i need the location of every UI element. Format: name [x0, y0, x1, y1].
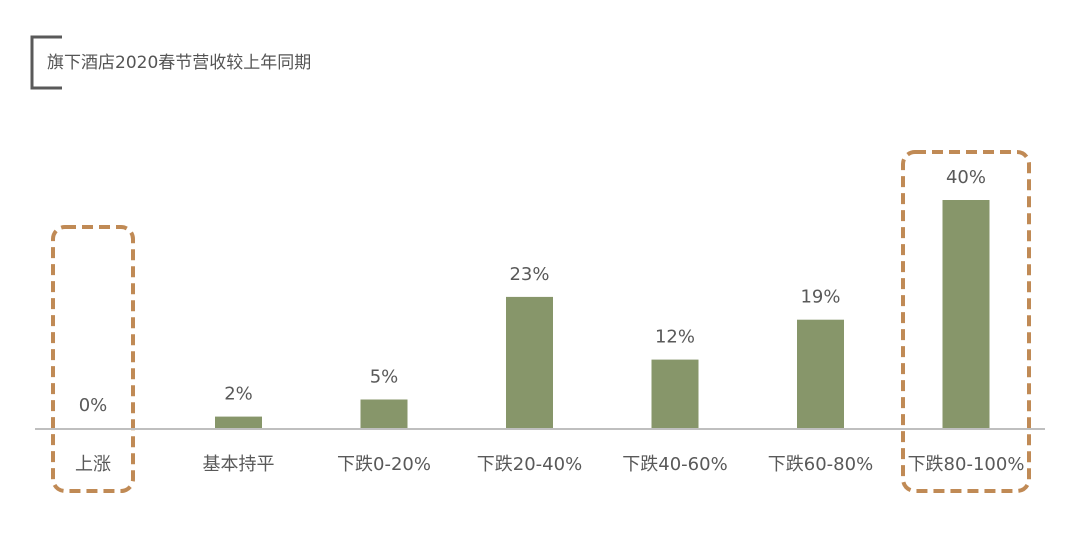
bar-3 — [506, 296, 553, 428]
value-label-1: 2% — [224, 384, 253, 405]
value-label-5: 19% — [800, 287, 840, 308]
category-label-4: 下跌40-60% — [622, 454, 727, 475]
category-labels: 上涨 基本持平 下跌0-20% 下跌20-40% 下跌40-60% 下跌60-80% 下跌8… — [75, 454, 1024, 475]
category-label-0: 上涨 — [75, 454, 111, 475]
value-label-4: 12% — [655, 327, 695, 348]
bar-2 — [360, 399, 408, 428]
bar-4 — [651, 359, 699, 428]
value-label-3: 23% — [509, 264, 549, 285]
highlight-box-0 — [51, 225, 135, 493]
bar-6 — [942, 200, 990, 428]
category-label-3: 下跌20-40% — [477, 454, 582, 475]
highlight-box-6 — [901, 150, 1031, 493]
value-label-0: 0% — [79, 395, 108, 416]
bar-5 — [797, 319, 844, 428]
value-label-6: 40% — [946, 167, 986, 188]
chart-title-group: 旗下酒店2020春节营收较上年同期 — [30, 35, 311, 90]
bar-1 — [215, 416, 262, 428]
highlight-boxes — [51, 150, 1031, 493]
category-label-6: 下跌80-100% — [908, 454, 1025, 475]
value-label-2: 5% — [370, 367, 399, 388]
value-labels: 0% 2% 5% 23% 12% 19% 40% — [79, 167, 986, 416]
chart-title: 旗下酒店2020春节营收较上年同期 — [47, 53, 311, 73]
category-label-2: 下跌0-20% — [337, 454, 431, 475]
bars — [215, 200, 990, 428]
category-label-1: 基本持平 — [203, 454, 275, 475]
category-label-5: 下跌60-80% — [768, 454, 873, 475]
title-bracket — [30, 35, 62, 90]
